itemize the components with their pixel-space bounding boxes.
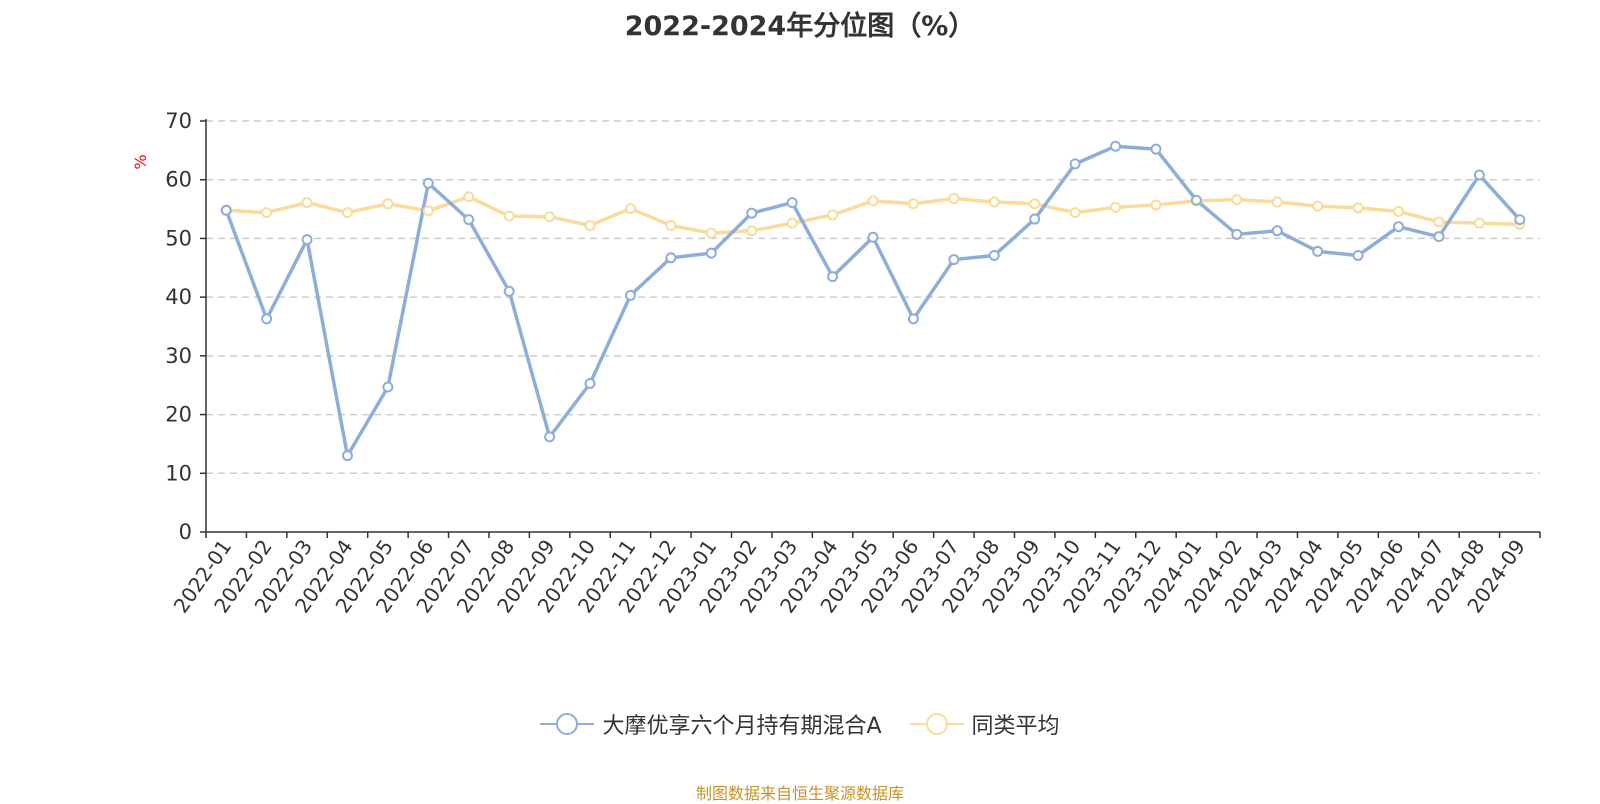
data-point-series-2[interactable] xyxy=(827,209,839,221)
y-tick-label: 0 xyxy=(179,520,192,544)
data-point-series-2[interactable] xyxy=(1029,198,1041,210)
data-point-series-2[interactable] xyxy=(1312,200,1324,212)
data-point-series-2[interactable] xyxy=(1069,207,1081,219)
data-point-series-1[interactable] xyxy=(341,450,353,462)
data-point-series-2[interactable] xyxy=(503,210,515,222)
data-point-series-1[interactable] xyxy=(867,231,879,243)
source-note: 制图数据来自恒生聚源数据库 xyxy=(695,784,904,803)
y-tick-label: 20 xyxy=(165,403,192,427)
y-tick-label: 10 xyxy=(165,461,192,485)
data-point-series-1[interactable] xyxy=(1231,228,1243,240)
y-tick-label: 30 xyxy=(165,344,192,368)
data-point-series-2[interactable] xyxy=(584,220,596,232)
data-point-series-1[interactable] xyxy=(301,234,313,246)
y-axis-label: % xyxy=(131,154,150,169)
data-point-series-2[interactable] xyxy=(1271,196,1283,208)
data-point-series-1[interactable] xyxy=(948,254,960,266)
data-point-series-1[interactable] xyxy=(665,252,677,264)
data-point-series-1[interactable] xyxy=(261,313,273,325)
data-point-series-2[interactable] xyxy=(422,205,434,217)
data-point-series-1[interactable] xyxy=(220,204,232,216)
legend-series-2-icon xyxy=(909,713,964,735)
data-point-series-1[interactable] xyxy=(1271,225,1283,237)
data-point-series-2[interactable] xyxy=(948,193,960,205)
data-point-series-1[interactable] xyxy=(503,285,515,297)
data-point-series-1[interactable] xyxy=(422,177,434,189)
legend-series-1-icon xyxy=(540,713,595,735)
data-point-series-1[interactable] xyxy=(1069,158,1081,170)
data-point-series-2[interactable] xyxy=(1231,194,1243,206)
data-point-series-1[interactable] xyxy=(1029,213,1041,225)
data-point-series-2[interactable] xyxy=(665,220,677,232)
data-point-series-2[interactable] xyxy=(1150,199,1162,211)
data-point-series-1[interactable] xyxy=(907,313,919,325)
data-point-series-2[interactable] xyxy=(382,198,394,210)
chart-title: 2022-2024年分位图（%） xyxy=(624,11,976,42)
y-tick-label: 50 xyxy=(165,226,192,250)
data-point-series-1[interactable] xyxy=(1514,214,1526,226)
y-tick-label: 60 xyxy=(165,168,192,192)
data-point-series-1[interactable] xyxy=(1473,169,1485,181)
data-point-series-2[interactable] xyxy=(463,191,475,203)
y-tick-label: 70 xyxy=(165,109,192,133)
data-point-series-2[interactable] xyxy=(786,217,798,229)
data-point-series-2[interactable] xyxy=(624,202,636,214)
data-point-series-1[interactable] xyxy=(786,197,798,209)
data-point-series-1[interactable] xyxy=(988,249,1000,261)
data-point-series-1[interactable] xyxy=(1110,140,1122,152)
legend: 大摩优享六个月持有期混合A 同类平均 xyxy=(0,708,1600,740)
data-point-series-2[interactable] xyxy=(301,197,313,209)
data-point-series-2[interactable] xyxy=(1110,201,1122,213)
data-point-series-1[interactable] xyxy=(1150,143,1162,155)
data-point-series-1[interactable] xyxy=(544,431,556,443)
data-point-series-1[interactable] xyxy=(1312,245,1324,257)
data-point-series-2[interactable] xyxy=(1433,216,1445,228)
data-point-series-1[interactable] xyxy=(705,247,717,259)
data-point-series-2[interactable] xyxy=(1473,217,1485,229)
data-point-series-2[interactable] xyxy=(705,227,717,239)
data-point-series-2[interactable] xyxy=(746,225,758,237)
series-line-1 xyxy=(224,144,1522,458)
data-point-series-1[interactable] xyxy=(1433,231,1445,243)
legend-label-series-2: 同类平均 xyxy=(971,714,1060,739)
data-point-series-2[interactable] xyxy=(867,195,879,207)
data-point-series-1[interactable] xyxy=(746,207,758,219)
data-point-series-2[interactable] xyxy=(544,211,556,223)
data-point-series-1[interactable] xyxy=(463,214,475,226)
data-point-series-2[interactable] xyxy=(1352,202,1364,214)
data-point-series-1[interactable] xyxy=(624,289,636,301)
data-point-series-1[interactable] xyxy=(1393,221,1405,233)
y-tick-label: 40 xyxy=(165,285,192,309)
data-point-series-1[interactable] xyxy=(584,377,596,389)
legend-label-series-1: 大摩优享六个月持有期混合A xyxy=(602,714,882,739)
data-point-series-1[interactable] xyxy=(382,381,394,393)
data-point-series-1[interactable] xyxy=(1352,249,1364,261)
data-point-series-2[interactable] xyxy=(341,207,353,219)
legend-item-series-2[interactable]: 同类平均 xyxy=(909,708,1060,740)
data-point-series-2[interactable] xyxy=(988,196,1000,208)
data-point-series-2[interactable] xyxy=(261,207,273,219)
data-point-series-1[interactable] xyxy=(1190,194,1202,206)
data-point-series-2[interactable] xyxy=(1393,205,1405,217)
data-point-series-2[interactable] xyxy=(907,198,919,210)
legend-item-series-1[interactable]: 大摩优享六个月持有期混合A xyxy=(540,708,882,740)
data-point-series-1[interactable] xyxy=(827,271,839,283)
